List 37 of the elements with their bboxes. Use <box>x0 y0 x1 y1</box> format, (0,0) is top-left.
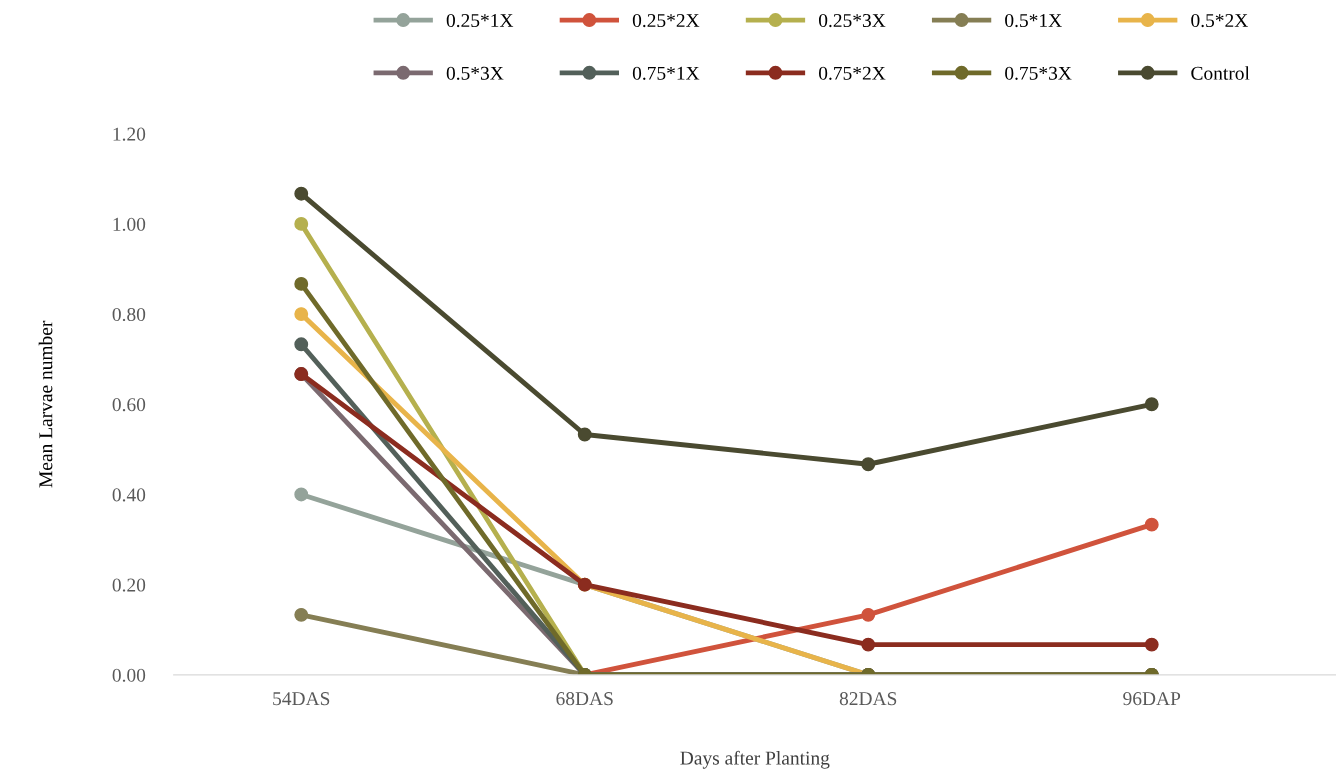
y-tick-label: 0.00 <box>112 668 146 682</box>
point <box>861 457 876 472</box>
x-tick-label: 68DAS <box>556 692 613 706</box>
y-tick-label: 1.00 <box>113 217 146 231</box>
point <box>294 186 309 201</box>
point <box>1144 397 1159 412</box>
point <box>294 307 309 322</box>
y-axis-title: Mean Larvae number <box>38 320 53 488</box>
x-tick-label: 82DAS <box>839 692 897 706</box>
point <box>1144 637 1159 652</box>
y-tick-label: 0.20 <box>112 578 146 592</box>
x-tick-label: 96DAP <box>1123 692 1181 706</box>
legend-label: 0.75*2X <box>818 66 886 80</box>
point <box>294 276 309 291</box>
point <box>294 337 309 352</box>
legend-label: 0.5*2X <box>1191 13 1248 28</box>
point <box>294 216 309 231</box>
legend-label: 0.25*2X <box>632 13 700 28</box>
point <box>861 607 876 622</box>
x-tick-label: 54DAS <box>273 692 330 706</box>
point <box>1144 517 1159 532</box>
point <box>861 637 876 652</box>
legend-label: 0.25*1X <box>446 13 514 28</box>
y-tick-label: 0.60 <box>112 398 146 412</box>
point <box>577 427 592 442</box>
legend-label: 0.75*3X <box>1005 66 1072 80</box>
legend-label: Control <box>1191 66 1250 80</box>
legend-label: 0.5*3X <box>446 66 504 80</box>
legend-label: 0.25*3X <box>818 13 886 28</box>
legend-label: 0.75*1X <box>632 66 700 80</box>
point <box>294 607 309 622</box>
y-tick-label: 1.20 <box>113 127 146 141</box>
y-tick-label: 0.80 <box>112 307 146 322</box>
point <box>294 487 309 502</box>
legend-label: 0.5*1X <box>1005 13 1062 28</box>
x-axis-title: Days after Planting <box>680 750 830 769</box>
y-tick-label: 0.40 <box>112 488 146 502</box>
